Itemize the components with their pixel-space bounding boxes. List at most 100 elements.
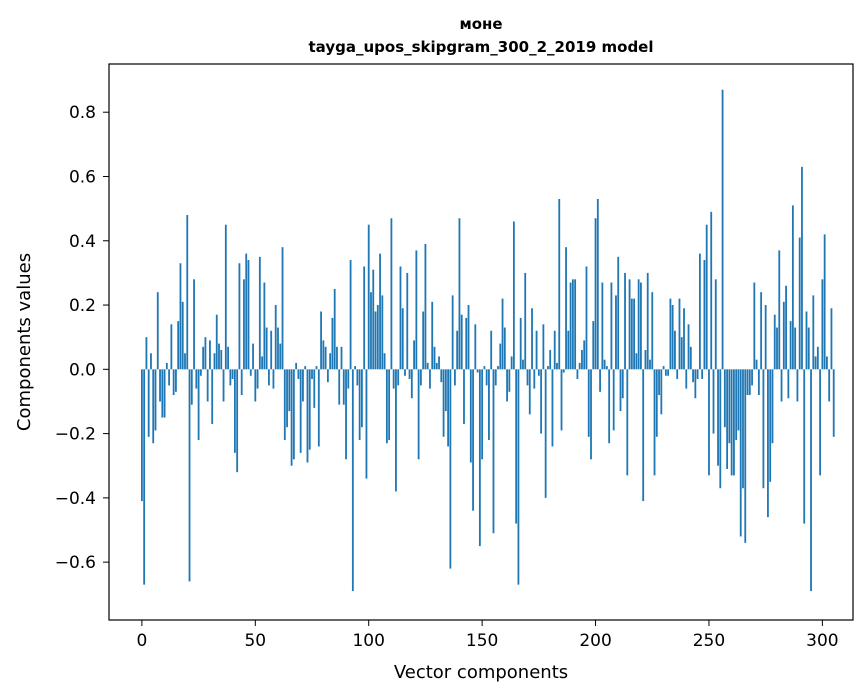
bar-280 bbox=[776, 327, 778, 370]
bar-242 bbox=[689, 346, 692, 370]
bar-8 bbox=[159, 369, 161, 402]
chart-title: моне bbox=[459, 15, 502, 33]
bar-107 bbox=[383, 353, 386, 370]
bar-19 bbox=[184, 353, 186, 370]
bar-100 bbox=[367, 224, 370, 370]
bar-303 bbox=[828, 369, 831, 402]
bar-70 bbox=[299, 369, 302, 453]
bar-131 bbox=[438, 356, 440, 370]
bar-18 bbox=[181, 301, 184, 370]
bar-26 bbox=[199, 369, 202, 376]
bar-129 bbox=[433, 346, 436, 370]
bar-37 bbox=[224, 224, 227, 370]
bar-198 bbox=[590, 369, 592, 460]
bar-163 bbox=[510, 356, 513, 370]
bar-301 bbox=[823, 234, 826, 370]
y-tick-label-3: 0.0 bbox=[69, 360, 96, 380]
bar-262 bbox=[735, 369, 738, 441]
bar-67 bbox=[292, 369, 295, 460]
bar-243 bbox=[692, 369, 694, 383]
bar-283 bbox=[782, 301, 785, 370]
bar-57 bbox=[270, 330, 273, 370]
bar-72 bbox=[304, 366, 307, 370]
bar-188 bbox=[567, 330, 570, 370]
bar-294 bbox=[807, 327, 810, 370]
bar-221 bbox=[642, 369, 645, 502]
bar-142 bbox=[463, 369, 465, 424]
bar-258 bbox=[726, 369, 729, 469]
bar-13 bbox=[170, 324, 173, 370]
bar-38 bbox=[227, 346, 229, 370]
bar-89 bbox=[342, 369, 345, 405]
bar-170 bbox=[526, 369, 529, 386]
bar-28 bbox=[204, 337, 207, 370]
x-axis-ticks: 0 50 100 150 200 250 300 bbox=[136, 620, 839, 651]
bar-241 bbox=[687, 324, 690, 370]
bar-7 bbox=[156, 292, 159, 370]
bar-84 bbox=[331, 317, 334, 370]
bar-215 bbox=[628, 279, 631, 370]
y-axis-ticks: −0.6 −0.4 −0.2 0.0 0.2 0.4 0.6 0.8 bbox=[55, 103, 109, 573]
bar-191 bbox=[574, 279, 577, 370]
bar-210 bbox=[617, 256, 620, 370]
bar-254 bbox=[717, 369, 719, 466]
bar-2 bbox=[145, 337, 148, 370]
bar-172 bbox=[531, 308, 533, 370]
bar-269 bbox=[751, 369, 753, 386]
bar-116 bbox=[404, 369, 406, 376]
bar-181 bbox=[551, 369, 554, 447]
bar-68 bbox=[295, 362, 298, 370]
y-tick-label-2: −0.2 bbox=[55, 425, 96, 445]
bar-288 bbox=[794, 327, 797, 370]
bar-128 bbox=[431, 301, 434, 370]
bar-184 bbox=[558, 198, 561, 370]
bar-240 bbox=[685, 369, 688, 389]
bar-88 bbox=[340, 346, 343, 370]
bar-102 bbox=[372, 269, 375, 370]
bar-265 bbox=[742, 369, 744, 489]
bar-24 bbox=[195, 369, 198, 389]
bar-302 bbox=[826, 356, 828, 370]
bar-3 bbox=[147, 369, 150, 437]
bar-270 bbox=[753, 282, 756, 370]
bar-201 bbox=[596, 198, 599, 370]
bar-29 bbox=[206, 369, 209, 402]
bar-278 bbox=[771, 369, 774, 444]
bar-297 bbox=[814, 356, 817, 370]
bar-299 bbox=[819, 369, 822, 476]
bar-17 bbox=[179, 263, 182, 370]
bar-97 bbox=[361, 369, 363, 428]
bar-53 bbox=[261, 356, 264, 370]
bar-195 bbox=[583, 340, 586, 370]
x-tick-label-300: 300 bbox=[806, 631, 838, 651]
bar-150 bbox=[481, 369, 484, 460]
bar-15 bbox=[175, 369, 177, 392]
bar-134 bbox=[444, 369, 447, 412]
bar-173 bbox=[533, 369, 536, 389]
bar-249 bbox=[705, 224, 708, 370]
bar-217 bbox=[633, 298, 636, 370]
bar-52 bbox=[258, 256, 261, 370]
y-tick-label-4: 0.2 bbox=[69, 296, 96, 316]
bar-132 bbox=[440, 369, 443, 383]
bar-109 bbox=[388, 369, 391, 441]
bar-271 bbox=[755, 359, 758, 370]
bar-32 bbox=[213, 353, 216, 370]
bar-192 bbox=[576, 369, 579, 379]
bar-81 bbox=[324, 346, 327, 370]
bar-209 bbox=[615, 295, 617, 370]
bar-214 bbox=[626, 369, 629, 476]
bar-238 bbox=[680, 337, 683, 370]
bar-168 bbox=[522, 359, 524, 370]
bar-236 bbox=[676, 369, 679, 379]
bar-206 bbox=[608, 369, 611, 444]
bar-295 bbox=[810, 369, 812, 592]
bar-156 bbox=[494, 369, 497, 386]
bar-289 bbox=[796, 369, 799, 402]
bar-62 bbox=[281, 247, 284, 370]
bar-292 bbox=[803, 369, 806, 524]
bar-268 bbox=[748, 369, 751, 396]
bar-218 bbox=[635, 353, 638, 370]
bar-136 bbox=[449, 369, 452, 569]
bar-94 bbox=[354, 366, 357, 370]
